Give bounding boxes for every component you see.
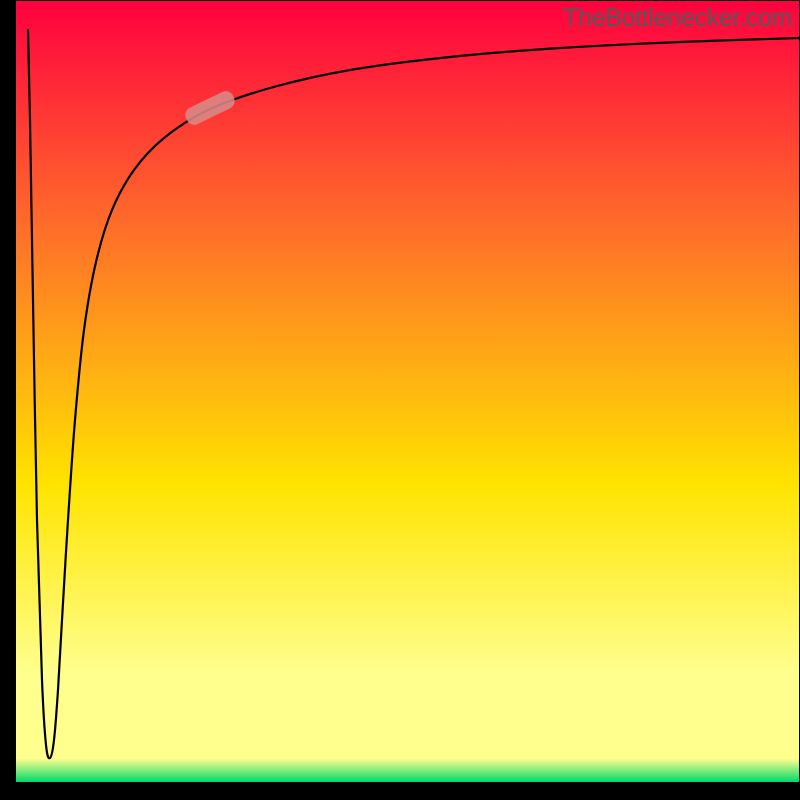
watermark-text: TheBottlenecker.com (563, 4, 792, 33)
border-top (0, 0, 800, 1)
border-left (0, 0, 16, 800)
border-bottom (0, 782, 800, 800)
chart-canvas (0, 0, 800, 800)
gradient-background (16, 1, 799, 782)
